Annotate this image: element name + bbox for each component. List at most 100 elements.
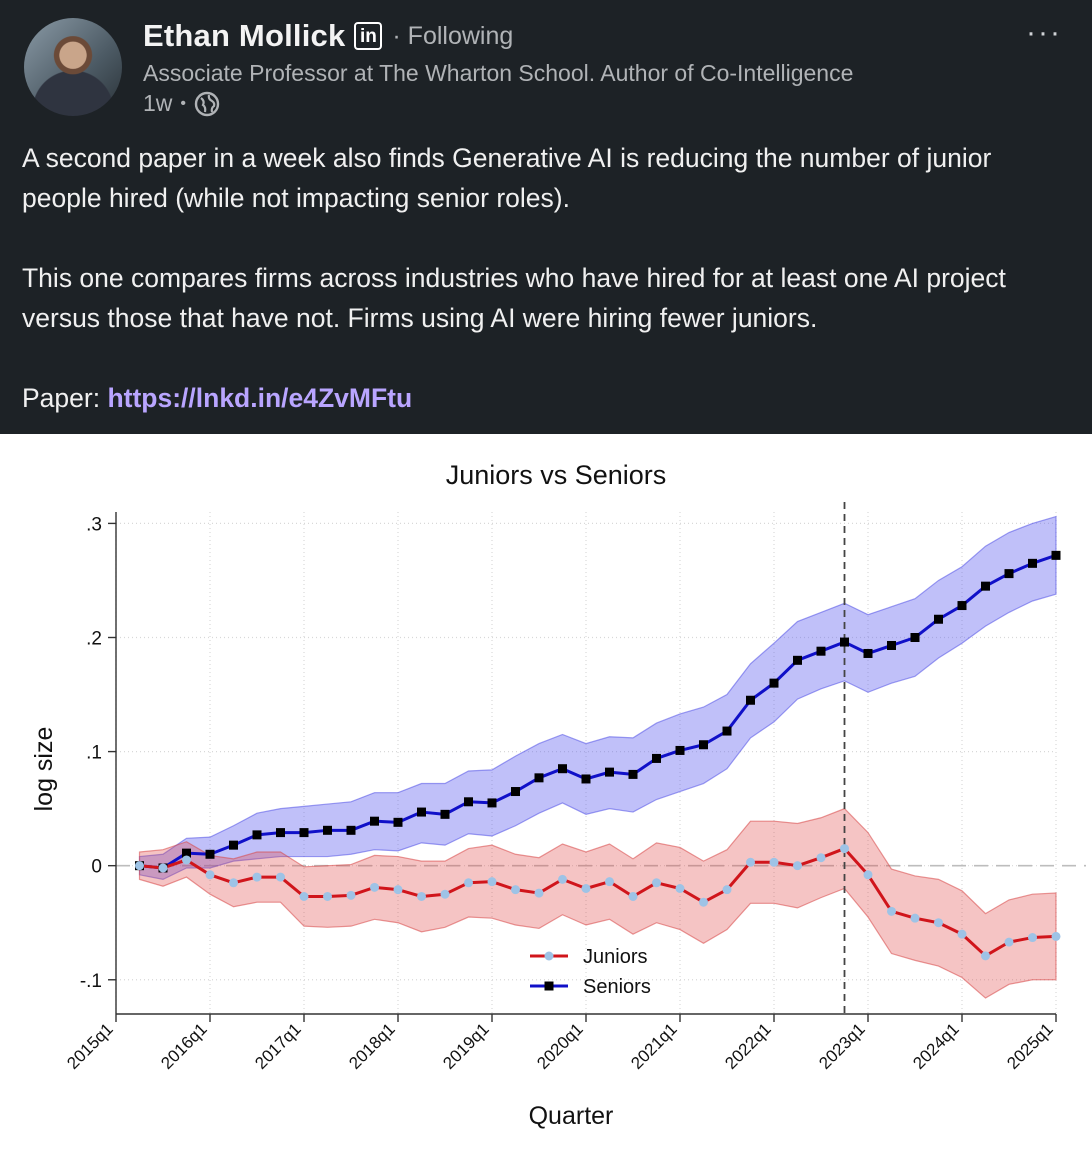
seniors-point xyxy=(276,828,285,838)
seniors-point xyxy=(393,817,403,827)
juniors-point xyxy=(1028,933,1037,943)
juniors-line xyxy=(139,847,1057,958)
seniors-point xyxy=(252,830,262,840)
x-tick-label: 2025q1 xyxy=(1003,1019,1057,1073)
x-tick-label: 2023q1 xyxy=(815,1019,869,1073)
author-name-row: Ethan Mollick in · Following xyxy=(143,18,513,54)
author-name[interactable]: Ethan Mollick xyxy=(143,18,346,53)
juniors-point xyxy=(534,888,544,898)
juniors-point xyxy=(229,878,238,888)
seniors-point xyxy=(534,773,544,783)
post-header: Ethan Mollick in · Following Associate P… xyxy=(0,0,1092,434)
juniors-point xyxy=(652,878,661,888)
seniors-point xyxy=(722,726,732,736)
juniors-point xyxy=(252,872,262,882)
x-tick-label: 2015q1 xyxy=(63,1019,117,1073)
post-time: 1w xyxy=(143,90,173,116)
seniors-line xyxy=(139,553,1057,870)
seniors-point xyxy=(605,767,614,777)
juniors-point xyxy=(934,918,943,928)
juniors-point xyxy=(417,891,426,901)
juniors-point xyxy=(276,872,285,882)
meta-separator: • xyxy=(180,94,187,112)
x-tick-label: 2024q1 xyxy=(909,1019,963,1073)
juniors-point xyxy=(675,884,685,893)
seniors-point xyxy=(299,828,309,838)
seniors-point xyxy=(440,809,450,819)
seniors-point xyxy=(581,774,591,784)
chart-image: Juniors vs Seniors -.1 0 .1 .2 .3 2015q1 2016q1… xyxy=(0,434,1092,1168)
juniors-point xyxy=(440,889,450,899)
seniors-point xyxy=(229,840,238,850)
seniors-point xyxy=(628,769,638,779)
x-tick-label: 2016q1 xyxy=(157,1019,211,1073)
legend-seniors-label: Seniors xyxy=(583,976,651,998)
post-paragraph-1: A second paper in a week also finds Gene… xyxy=(22,143,992,213)
juniors-point xyxy=(346,890,356,900)
paper-label: Paper: xyxy=(22,383,108,413)
seniors-point xyxy=(652,753,661,763)
juniors-point xyxy=(699,897,708,907)
juniors-point xyxy=(722,885,732,895)
y-tick-label: .3 xyxy=(86,514,102,535)
seniors-confidence-band xyxy=(138,515,1057,880)
seniors-point xyxy=(957,601,967,611)
x-tick-label: 2022q1 xyxy=(721,1019,775,1073)
x-axis-label: Quarter xyxy=(529,1102,614,1130)
author-tagline: Associate Professor at The Wharton Schoo… xyxy=(143,60,854,86)
juniors-point xyxy=(628,891,638,901)
juniors-point xyxy=(793,861,802,871)
seniors-point xyxy=(769,678,779,688)
seniors-point xyxy=(205,849,215,859)
seniors-point xyxy=(417,807,426,817)
juniors-point xyxy=(1004,937,1014,947)
juniors-point xyxy=(581,884,591,893)
x-tick-label: 2020q1 xyxy=(533,1019,587,1073)
seniors-point xyxy=(464,797,473,807)
seniors-point xyxy=(370,816,379,826)
juniors-point xyxy=(511,885,520,895)
seniors-point xyxy=(182,848,191,858)
seniors-point xyxy=(675,745,685,755)
post-paragraph-2: This one compares firms across industrie… xyxy=(22,263,1006,333)
x-tick-label: 2017q1 xyxy=(251,1019,305,1073)
legend-juniors-marker xyxy=(544,951,554,961)
post-paper-line: Paper: https://lnkd.in/e4ZvMFtu xyxy=(22,378,1072,418)
post-meta: 1w • xyxy=(143,90,220,117)
juniors-point xyxy=(863,870,873,880)
y-tick-label: .1 xyxy=(86,743,102,764)
author-avatar[interactable] xyxy=(24,18,122,116)
seniors-point xyxy=(1028,558,1037,568)
seniors-point xyxy=(1051,550,1061,560)
juniors-point xyxy=(487,877,497,887)
chart-svg: Juniors vs Seniors -.1 0 .1 .2 .3 2015q1 2016q1… xyxy=(30,460,1086,1130)
x-tick-label: 2018q1 xyxy=(345,1019,399,1073)
follow-status[interactable]: · Following xyxy=(392,21,514,50)
seniors-point xyxy=(1004,569,1014,579)
juniors-point xyxy=(464,878,473,888)
y-tick-label: -.1 xyxy=(80,971,102,992)
y-tick-label: .2 xyxy=(86,629,102,650)
x-tick-label: 2019q1 xyxy=(439,1019,493,1073)
seniors-point xyxy=(487,798,497,808)
chart-title: Juniors vs Seniors xyxy=(446,460,667,490)
juniors-point xyxy=(370,882,379,892)
paper-link[interactable]: https://lnkd.in/e4ZvMFtu xyxy=(107,383,413,413)
seniors-point xyxy=(840,637,849,647)
juniors-point xyxy=(816,853,826,863)
legend-seniors-marker xyxy=(544,981,554,991)
more-options-icon[interactable]: ··· xyxy=(1026,16,1062,49)
juniors-point xyxy=(205,870,215,880)
seniors-point xyxy=(511,787,520,797)
seniors-point xyxy=(863,648,873,658)
juniors-point xyxy=(957,929,967,939)
seniors-point xyxy=(746,695,755,705)
x-tick-label: 2021q1 xyxy=(627,1019,681,1073)
seniors-point xyxy=(816,646,826,656)
juniors-point xyxy=(840,844,849,854)
legend-juniors-label: Juniors xyxy=(583,946,647,968)
y-tick-label: 0 xyxy=(91,857,102,878)
juniors-point xyxy=(558,874,567,884)
juniors-point xyxy=(135,861,144,871)
